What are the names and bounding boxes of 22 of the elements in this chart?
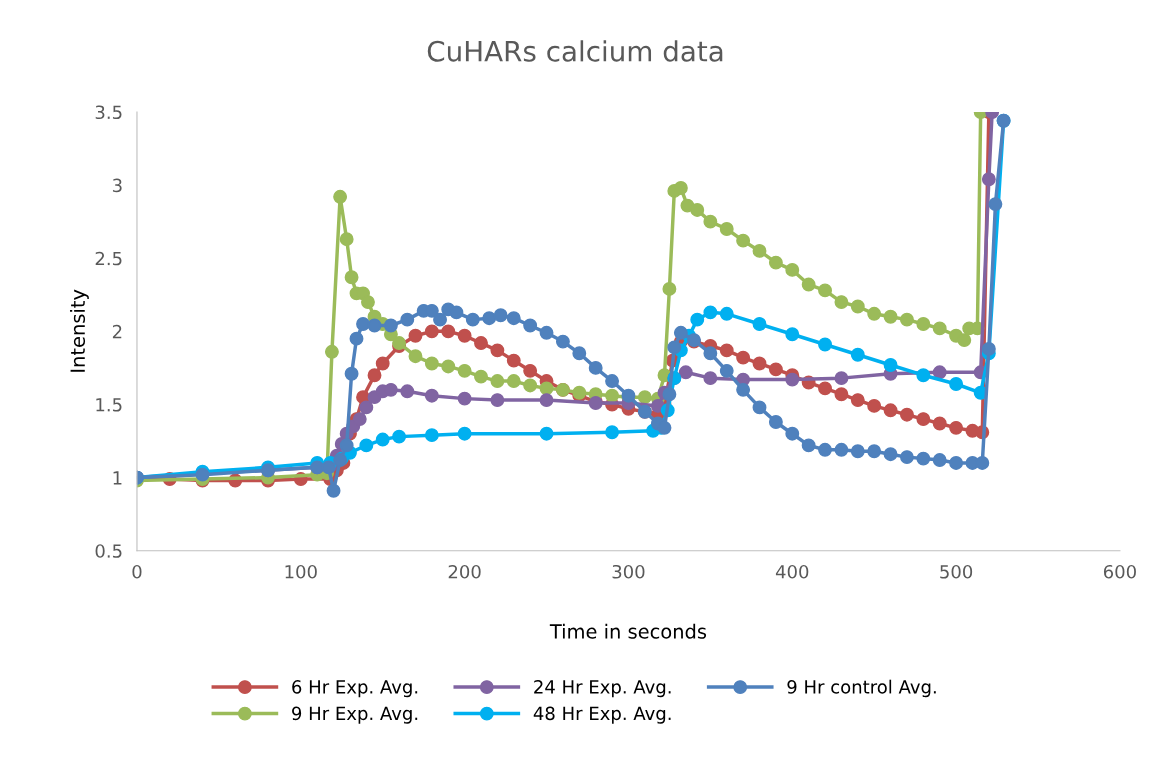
y-tick-label: 2 bbox=[112, 324, 122, 339]
y-tick-label: 1 bbox=[113, 471, 122, 485]
x-tick-label: 500 bbox=[940, 564, 973, 579]
x-axis-title: Time in seconds bbox=[549, 623, 707, 639]
x-tick-label: 300 bbox=[612, 564, 645, 579]
legend-label: 6 Hr Exp. Avg. bbox=[292, 680, 418, 698]
y-tick-label: 2.5 bbox=[95, 251, 122, 266]
y-tick-label: 0.5 bbox=[95, 544, 122, 558]
y-tick-label: 1.5 bbox=[96, 398, 122, 412]
legend-label: 9 Hr Exp. Avg. bbox=[292, 706, 418, 724]
x-tick-label: 0 bbox=[132, 564, 142, 579]
y-tick-label: 3 bbox=[112, 178, 122, 193]
chart-title: CuHARs calcium data bbox=[427, 40, 723, 62]
legend-label: 48 Hr Exp. Avg. bbox=[533, 706, 671, 724]
y-axis-title: Intensity bbox=[69, 289, 89, 372]
legend-label: 24 Hr Exp. Avg. bbox=[534, 680, 671, 698]
legend-label: 9 Hr control Avg. bbox=[787, 679, 936, 698]
x-tick-label: 600 bbox=[1103, 564, 1136, 579]
x-tick-label: 200 bbox=[448, 564, 481, 579]
x-tick-label: 400 bbox=[775, 564, 809, 579]
x-tick-label: 100 bbox=[285, 564, 317, 579]
y-tick-label: 3.5 bbox=[95, 105, 122, 120]
